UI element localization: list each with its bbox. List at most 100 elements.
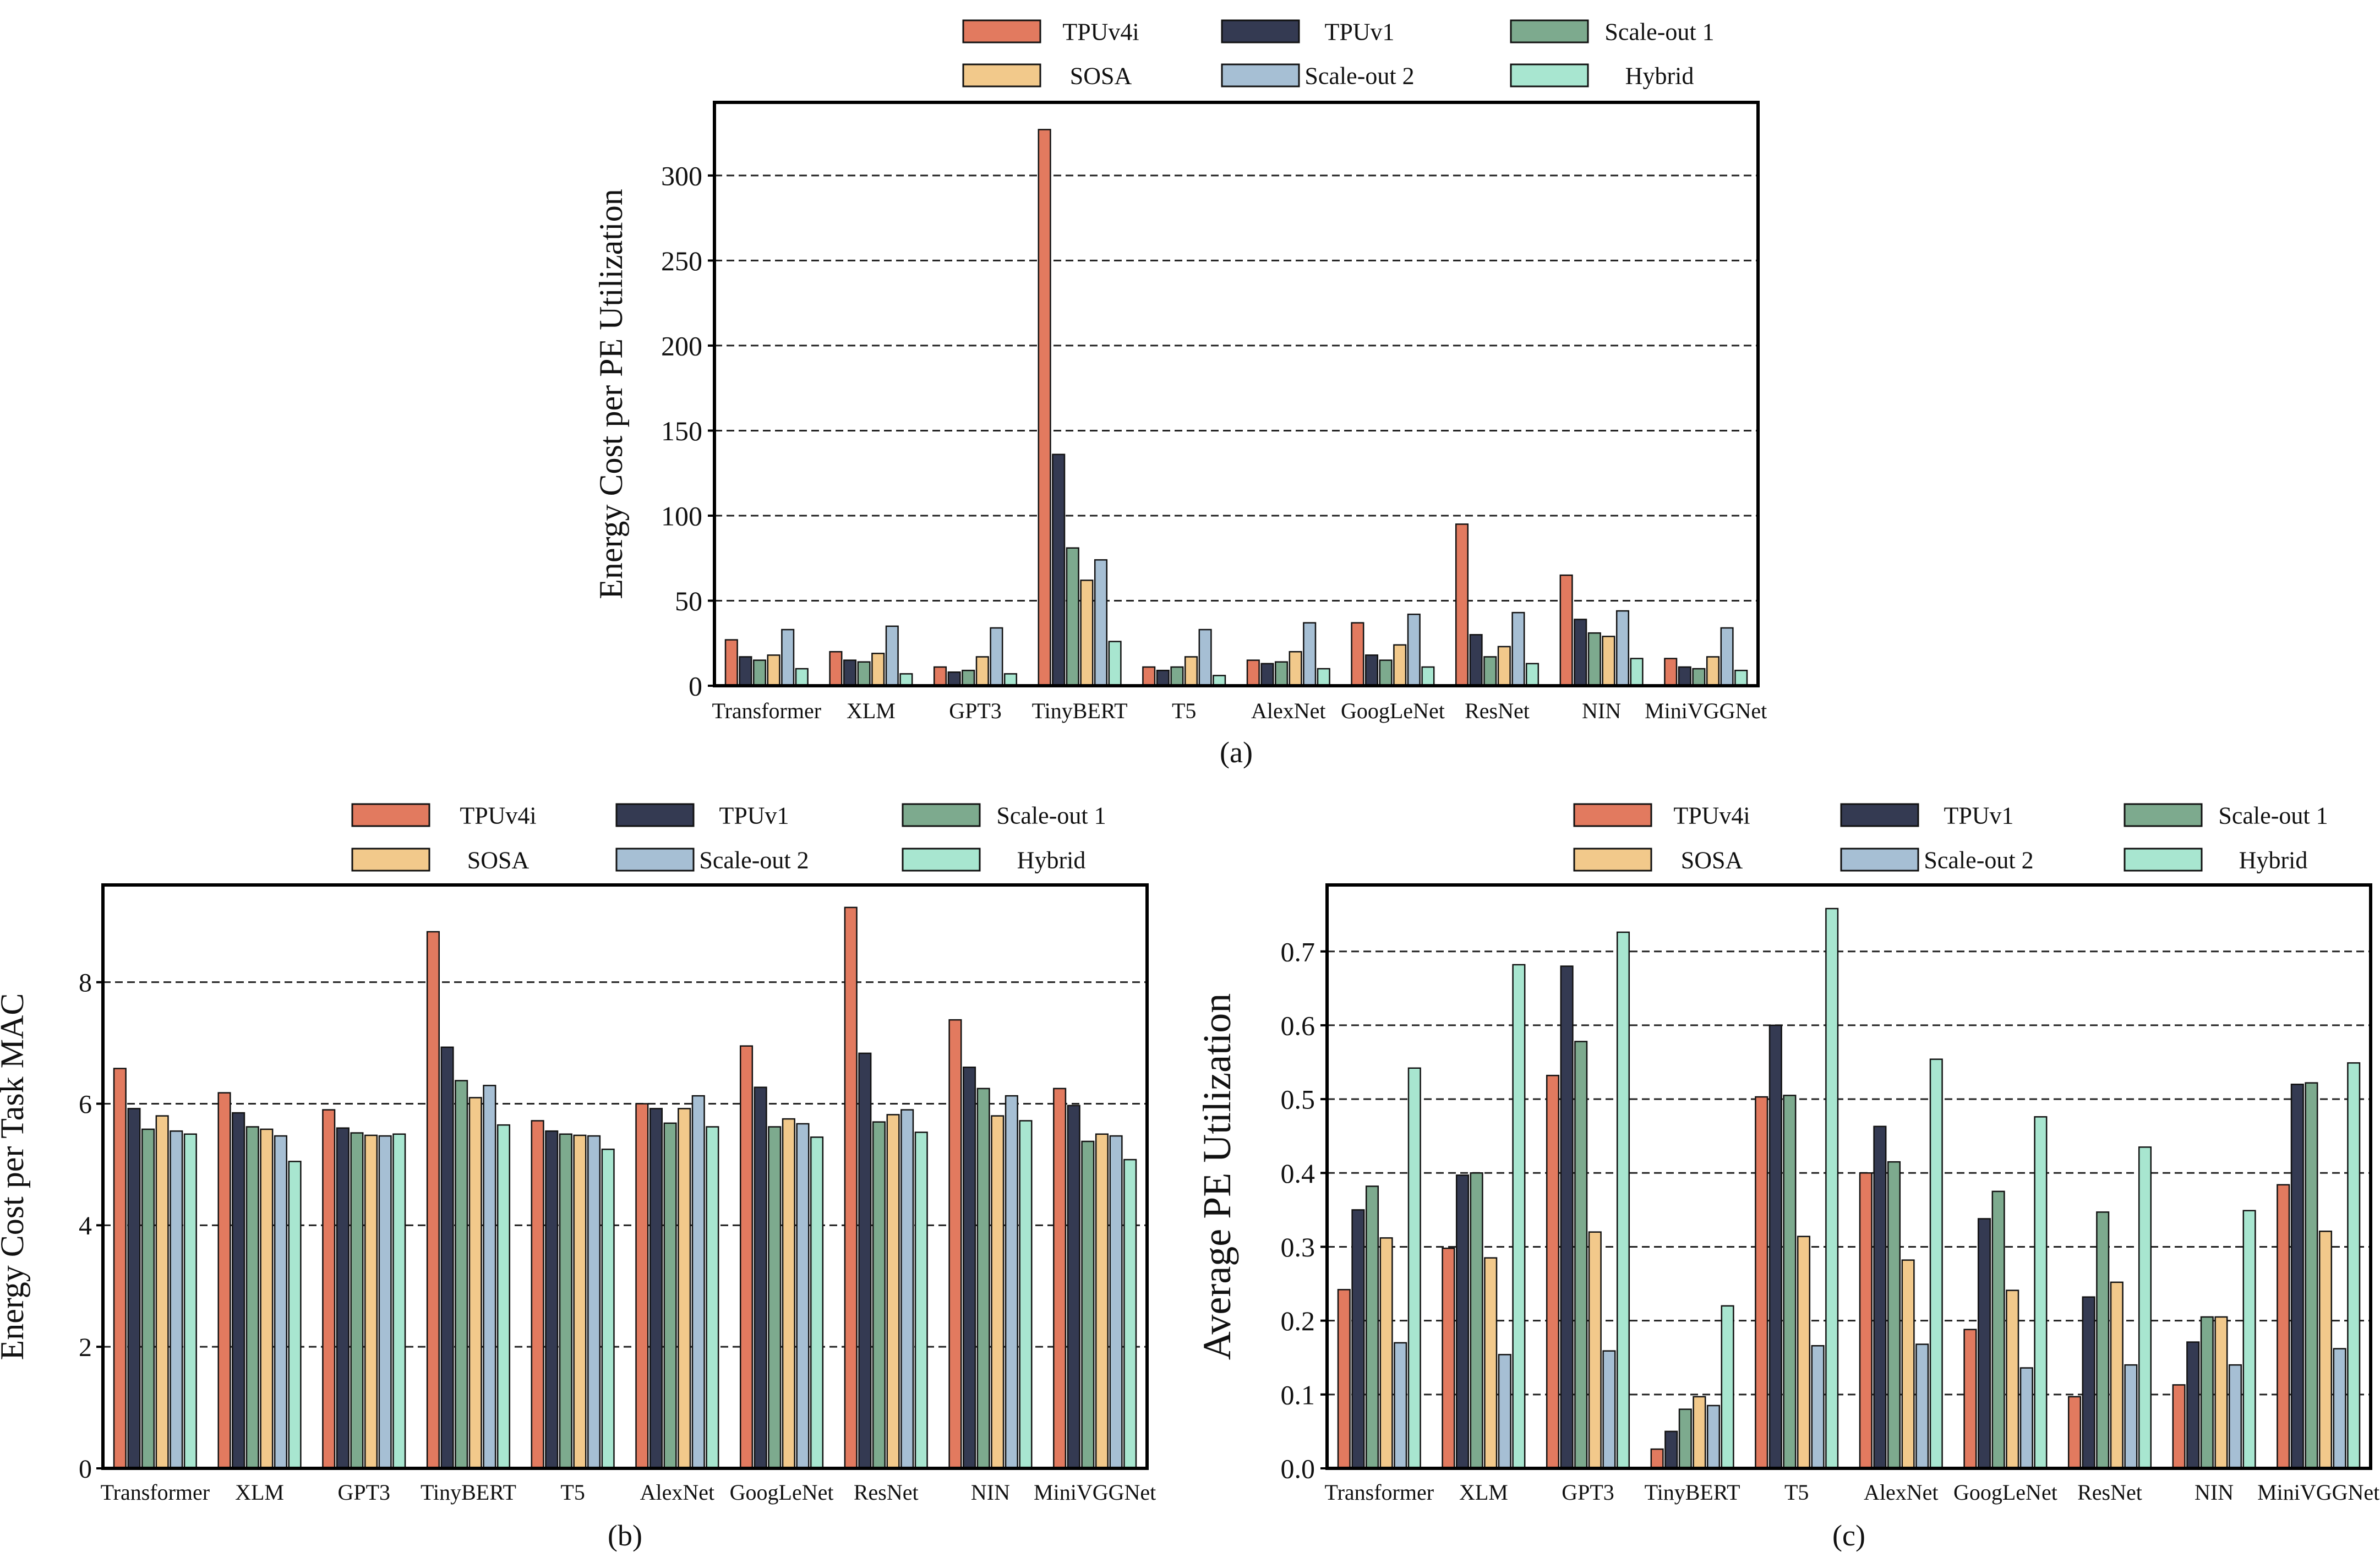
x-tick-label: NIN [971, 1480, 1010, 1505]
y-tick-label: 6 [79, 1090, 92, 1119]
bar [767, 654, 780, 687]
y-tick-label: 0.3 [1281, 1232, 1315, 1263]
legend-swatch [1221, 63, 1300, 88]
bar [2067, 1396, 2082, 1469]
bar [1755, 1096, 1768, 1469]
legend-label: SOSA [1070, 62, 1132, 89]
bar [948, 1019, 962, 1469]
y-axis-label: Energy Cost per Task MAC [0, 993, 30, 1360]
bar [1379, 1237, 1393, 1469]
bar [678, 1108, 691, 1469]
y-tick-label: 100 [661, 500, 702, 531]
bar [1574, 619, 1587, 687]
bar [947, 671, 961, 687]
bar [1303, 622, 1317, 687]
bar [1170, 666, 1184, 687]
bar [426, 931, 440, 1469]
bar [2082, 1296, 2095, 1469]
legend-label: Scale-out 2 [1924, 846, 2033, 873]
bar [1991, 1190, 2005, 1469]
legend-label: Hybrid [1625, 62, 1694, 89]
legend-swatch [1840, 848, 1919, 872]
bar [1616, 931, 1630, 1469]
x-tick-label: ResNet [2077, 1480, 2142, 1505]
bar [739, 656, 752, 687]
bar [1587, 632, 1601, 687]
bar [2096, 1211, 2110, 1469]
x-tick-label: GPT3 [949, 698, 1002, 723]
bar [886, 1114, 900, 1469]
y-tick-label: 0.2 [1281, 1305, 1315, 1336]
y-tick-label: 2 [79, 1333, 92, 1362]
bar [810, 1136, 824, 1469]
bar [288, 1161, 302, 1469]
bar [768, 1126, 782, 1469]
x-tick-label: NIN [1582, 698, 1621, 723]
x-tick-label: ResNet [1465, 698, 1530, 723]
bar [1142, 666, 1156, 687]
y-tick-label: 0.1 [1281, 1379, 1315, 1410]
bar [1365, 1185, 1379, 1469]
bar [975, 656, 989, 687]
bar [2305, 1082, 2318, 1469]
legend-swatch [962, 63, 1041, 88]
bar [260, 1128, 274, 1469]
bar [1067, 1105, 1080, 1469]
bar [1080, 580, 1094, 687]
panel-a: 0 50 100 150 200 250 300 Transformer XLM GPT3 Tiny… [593, 18, 1767, 769]
bar [1094, 559, 1108, 687]
bar [1511, 611, 1525, 687]
bar [1156, 669, 1170, 687]
bar [2034, 1116, 2048, 1469]
bar [1442, 1247, 1455, 1469]
bar [1198, 629, 1212, 687]
legend-swatch [962, 19, 1041, 43]
bar [1455, 523, 1469, 687]
legend-swatch [1221, 19, 1300, 43]
bar [754, 1086, 767, 1469]
bar [1615, 610, 1630, 687]
y-tick-label: 200 [661, 330, 702, 361]
x-tick-label: TinyBERT [1032, 698, 1128, 723]
bar [1929, 1058, 1943, 1469]
plot-frame [713, 101, 1760, 687]
bar [1109, 1135, 1123, 1469]
bar [990, 627, 1003, 687]
bar [1019, 1120, 1033, 1469]
bar [1066, 547, 1079, 687]
bar [739, 1045, 754, 1469]
legend-swatch [615, 848, 695, 872]
legend-label: TPUv4i [1062, 18, 1139, 45]
legend-label: TPUv4i [1673, 802, 1750, 829]
x-tick-label: AlexNet [1251, 698, 1326, 723]
legend-swatch [351, 848, 430, 872]
legend-label: Scale-out 1 [996, 802, 1106, 829]
legend-swatch [615, 803, 695, 827]
x-tick-label: Transformer [1325, 1480, 1434, 1505]
legend-swatch [1573, 803, 1652, 827]
bar [573, 1134, 587, 1469]
legend-swatch [351, 803, 430, 827]
bar [2186, 1341, 2200, 1469]
legend-swatch [1840, 803, 1919, 827]
bar [1678, 666, 1691, 687]
bar [1693, 1396, 1706, 1469]
bar [1734, 669, 1748, 687]
bar [1407, 1067, 1421, 1469]
bar [1081, 1140, 1095, 1469]
bar [858, 1052, 872, 1469]
legend-swatch [1510, 63, 1589, 88]
bar [1630, 658, 1644, 687]
legend-label: SOSA [467, 846, 530, 873]
bar [1915, 1343, 1929, 1469]
x-tick-label: T5 [1784, 1480, 1809, 1505]
bar [2347, 1062, 2361, 1469]
bar [781, 629, 795, 687]
bar [245, 1126, 259, 1469]
bar [1977, 1218, 1991, 1469]
y-tick-label: 0.4 [1281, 1158, 1315, 1189]
bar [545, 1130, 559, 1469]
legend: TPUv4i TPUv1 Scale-out 1 SOSA Scale-out 2 Hyb… [351, 802, 1106, 873]
x-tick-label: Transformer [712, 698, 822, 723]
bar [1470, 1172, 1483, 1469]
